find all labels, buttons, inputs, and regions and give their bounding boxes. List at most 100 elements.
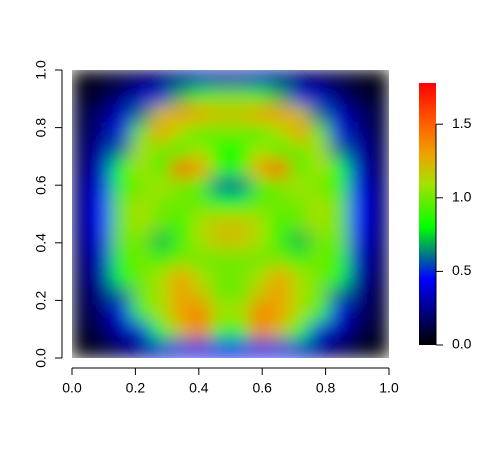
- heat-cell: [111, 339, 132, 358]
- heat-cell: [131, 141, 152, 161]
- heat-cell: [368, 285, 389, 305]
- heat-cell: [111, 123, 132, 143]
- heat-cell: [309, 321, 330, 341]
- heat-cell: [111, 321, 132, 341]
- heat-cell: [368, 195, 389, 215]
- heat-cell: [269, 321, 291, 341]
- heat-cell: [91, 249, 113, 269]
- heat-cell: [170, 141, 192, 161]
- heat-cell: [131, 123, 152, 143]
- heat-cell: [91, 213, 113, 233]
- heat-cell: [348, 105, 370, 125]
- heat-cell: [190, 303, 212, 323]
- heat-cell: [72, 87, 93, 107]
- heat-cell: [210, 321, 232, 341]
- heat-cell: [269, 87, 291, 107]
- heat-cell: [348, 267, 370, 287]
- heat-cell: [329, 231, 350, 251]
- heat-cell: [170, 249, 192, 269]
- heat-cell: [170, 339, 192, 358]
- heat-cell: [150, 339, 172, 358]
- heat-cell: [249, 339, 271, 358]
- heat-cell: [91, 141, 113, 161]
- heat-cell: [150, 303, 172, 323]
- heat-cell: [131, 87, 152, 107]
- heat-cell: [91, 321, 113, 341]
- heat-cell: [131, 213, 152, 233]
- heat-cell: [131, 231, 152, 251]
- y-tick-label: 0.6: [33, 175, 49, 195]
- heat-cell: [249, 70, 271, 89]
- heat-cell: [72, 195, 93, 215]
- heat-cell: [91, 123, 113, 143]
- heat-cell: [329, 321, 350, 341]
- heat-cell: [289, 70, 311, 89]
- heat-cell: [309, 195, 330, 215]
- heat-cell: [229, 123, 251, 143]
- heat-cell: [190, 213, 212, 233]
- heat-cell: [210, 213, 232, 233]
- heat-cell: [131, 105, 152, 125]
- heat-cell: [249, 105, 271, 125]
- heat-cell: [210, 70, 232, 89]
- heat-cell: [131, 321, 152, 341]
- x-tick-label: 1.0: [379, 380, 399, 396]
- heat-cell: [150, 105, 172, 125]
- heat-cell: [348, 303, 370, 323]
- heat-cell: [111, 70, 132, 89]
- colorbar-tick-label: 0.5: [452, 262, 472, 278]
- heat-cell: [111, 141, 132, 161]
- heat-cell: [289, 123, 311, 143]
- y-tick-label: 0.4: [33, 233, 49, 253]
- heat-cell: [91, 303, 113, 323]
- heat-cell: [368, 105, 389, 125]
- heat-cell: [269, 339, 291, 358]
- heat-cell: [348, 141, 370, 161]
- heat-cell: [150, 267, 172, 287]
- heat-cell: [289, 141, 311, 161]
- colorbar-tick-label: 0.0: [452, 336, 472, 352]
- heat-cell: [72, 159, 93, 179]
- x-tick-label: 0.8: [316, 380, 336, 396]
- heat-cell: [329, 105, 350, 125]
- colorbar: [419, 83, 436, 345]
- heat-cell: [91, 105, 113, 125]
- heat-cell: [269, 159, 291, 179]
- heat-cell: [269, 285, 291, 305]
- heat-cell: [72, 141, 93, 161]
- heat-cell: [229, 267, 251, 287]
- heat-cell: [190, 231, 212, 251]
- heat-cell: [368, 249, 389, 269]
- heat-cell: [368, 303, 389, 323]
- heat-cell: [210, 195, 232, 215]
- heat-cell: [289, 177, 311, 197]
- heat-cell: [289, 303, 311, 323]
- heat-cell: [269, 141, 291, 161]
- heat-cell: [72, 123, 93, 143]
- heat-cell: [348, 195, 370, 215]
- heat-cell: [348, 213, 370, 233]
- heat-cell: [249, 159, 271, 179]
- heat-cell: [72, 213, 93, 233]
- y-tick-label: 0.2: [33, 290, 49, 310]
- heat-cell: [309, 141, 330, 161]
- heat-cell: [249, 285, 271, 305]
- heat-cell: [309, 87, 330, 107]
- heat-cell: [170, 195, 192, 215]
- heat-cell: [210, 231, 232, 251]
- heat-cell: [329, 303, 350, 323]
- heat-cell: [190, 105, 212, 125]
- heat-cell: [229, 321, 251, 341]
- y-tick-label: 0.0: [33, 348, 49, 368]
- heat-cell: [289, 231, 311, 251]
- x-tick-label: 0.6: [252, 380, 272, 396]
- heat-cell: [269, 123, 291, 143]
- heat-cell: [368, 267, 389, 287]
- heat-cell: [348, 87, 370, 107]
- heat-cell: [368, 177, 389, 197]
- heat-cell: [309, 123, 330, 143]
- heat-cell: [309, 70, 330, 89]
- heat-cell: [150, 195, 172, 215]
- heat-cell: [269, 105, 291, 125]
- heat-cell: [91, 177, 113, 197]
